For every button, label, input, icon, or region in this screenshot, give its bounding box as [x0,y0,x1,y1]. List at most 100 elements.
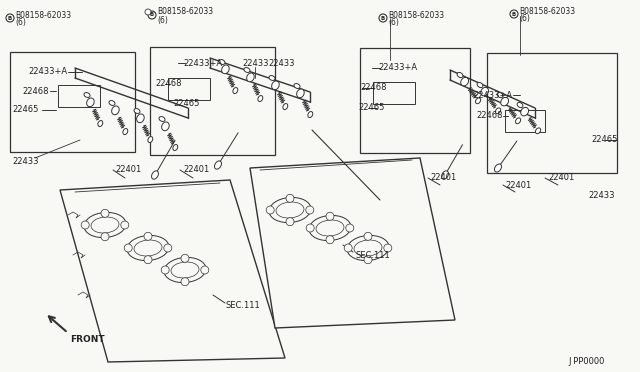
Polygon shape [60,180,285,362]
Ellipse shape [152,171,159,179]
Ellipse shape [86,98,94,107]
Circle shape [346,224,354,232]
Ellipse shape [164,257,206,283]
Circle shape [286,218,294,226]
Ellipse shape [495,164,502,172]
Ellipse shape [481,87,488,96]
Text: 22465: 22465 [591,135,618,144]
Ellipse shape [515,118,521,124]
Text: 22401: 22401 [505,180,531,189]
Text: (6): (6) [388,19,399,28]
Ellipse shape [127,235,169,261]
Text: 22433+A: 22433+A [28,67,67,77]
Ellipse shape [134,240,162,256]
Ellipse shape [244,68,250,73]
Circle shape [101,209,109,217]
Text: 22433+A: 22433+A [474,90,513,99]
Text: 22465: 22465 [358,103,385,112]
Text: 22433: 22433 [268,58,294,67]
Ellipse shape [316,220,344,236]
Text: 22433: 22433 [588,190,614,199]
Text: 22433+A: 22433+A [183,58,222,67]
Ellipse shape [269,76,275,80]
Circle shape [81,221,89,229]
Circle shape [306,224,314,232]
Circle shape [121,221,129,229]
Text: J PP0000: J PP0000 [568,357,604,366]
Ellipse shape [162,122,169,131]
Circle shape [161,266,169,274]
Text: B: B [8,16,12,20]
Ellipse shape [159,116,165,121]
Circle shape [326,212,334,220]
Ellipse shape [309,215,351,241]
Ellipse shape [347,235,389,261]
Text: 22433: 22433 [12,157,38,167]
Circle shape [144,232,152,240]
Ellipse shape [137,114,144,123]
Ellipse shape [297,89,304,98]
Circle shape [6,14,14,22]
Circle shape [201,266,209,274]
Text: (6): (6) [15,19,26,28]
Bar [168,78,210,100]
Circle shape [384,244,392,252]
Circle shape [124,244,132,252]
Bar [10,52,135,152]
Circle shape [344,244,352,252]
Bar [373,82,415,104]
Ellipse shape [258,96,263,102]
Text: SEC.111: SEC.111 [355,250,390,260]
Ellipse shape [271,81,279,90]
Ellipse shape [457,73,463,78]
Circle shape [326,236,334,244]
Ellipse shape [173,145,178,151]
Text: 22401: 22401 [548,173,574,183]
Text: 22401: 22401 [115,166,141,174]
Text: SEC.111: SEC.111 [225,301,260,310]
Text: 22401: 22401 [430,173,456,183]
Bar [505,110,545,132]
Ellipse shape [276,202,304,218]
Text: 22468: 22468 [155,80,182,89]
Ellipse shape [461,77,468,86]
Ellipse shape [497,92,503,97]
Ellipse shape [91,217,119,233]
Ellipse shape [269,198,311,222]
Ellipse shape [221,65,229,74]
Circle shape [266,206,274,214]
Text: 22433+A: 22433+A [378,64,417,73]
Ellipse shape [84,93,90,97]
Ellipse shape [111,106,119,115]
Bar [150,47,275,155]
Ellipse shape [246,73,254,82]
Circle shape [364,256,372,264]
Ellipse shape [517,102,523,108]
Circle shape [181,278,189,286]
Ellipse shape [500,97,509,106]
Text: 22401: 22401 [183,166,209,174]
Ellipse shape [98,121,103,126]
Text: FRONT: FRONT [70,336,104,344]
Text: B08158-62033: B08158-62033 [388,10,444,19]
Text: (6): (6) [519,15,530,23]
Text: 22433: 22433 [242,58,269,67]
Ellipse shape [536,128,541,134]
Text: 22465: 22465 [173,99,200,108]
Ellipse shape [354,240,382,256]
Ellipse shape [521,108,529,116]
Ellipse shape [109,100,115,105]
Circle shape [145,9,151,15]
Bar [360,48,470,153]
Ellipse shape [171,262,199,278]
Circle shape [148,11,156,19]
Ellipse shape [214,161,221,169]
Text: 22465: 22465 [12,106,38,115]
Bar [58,85,100,107]
Text: B: B [512,12,516,16]
Polygon shape [250,158,455,328]
Ellipse shape [442,171,449,179]
Ellipse shape [219,60,225,64]
Text: B: B [381,16,385,20]
Ellipse shape [148,137,153,142]
